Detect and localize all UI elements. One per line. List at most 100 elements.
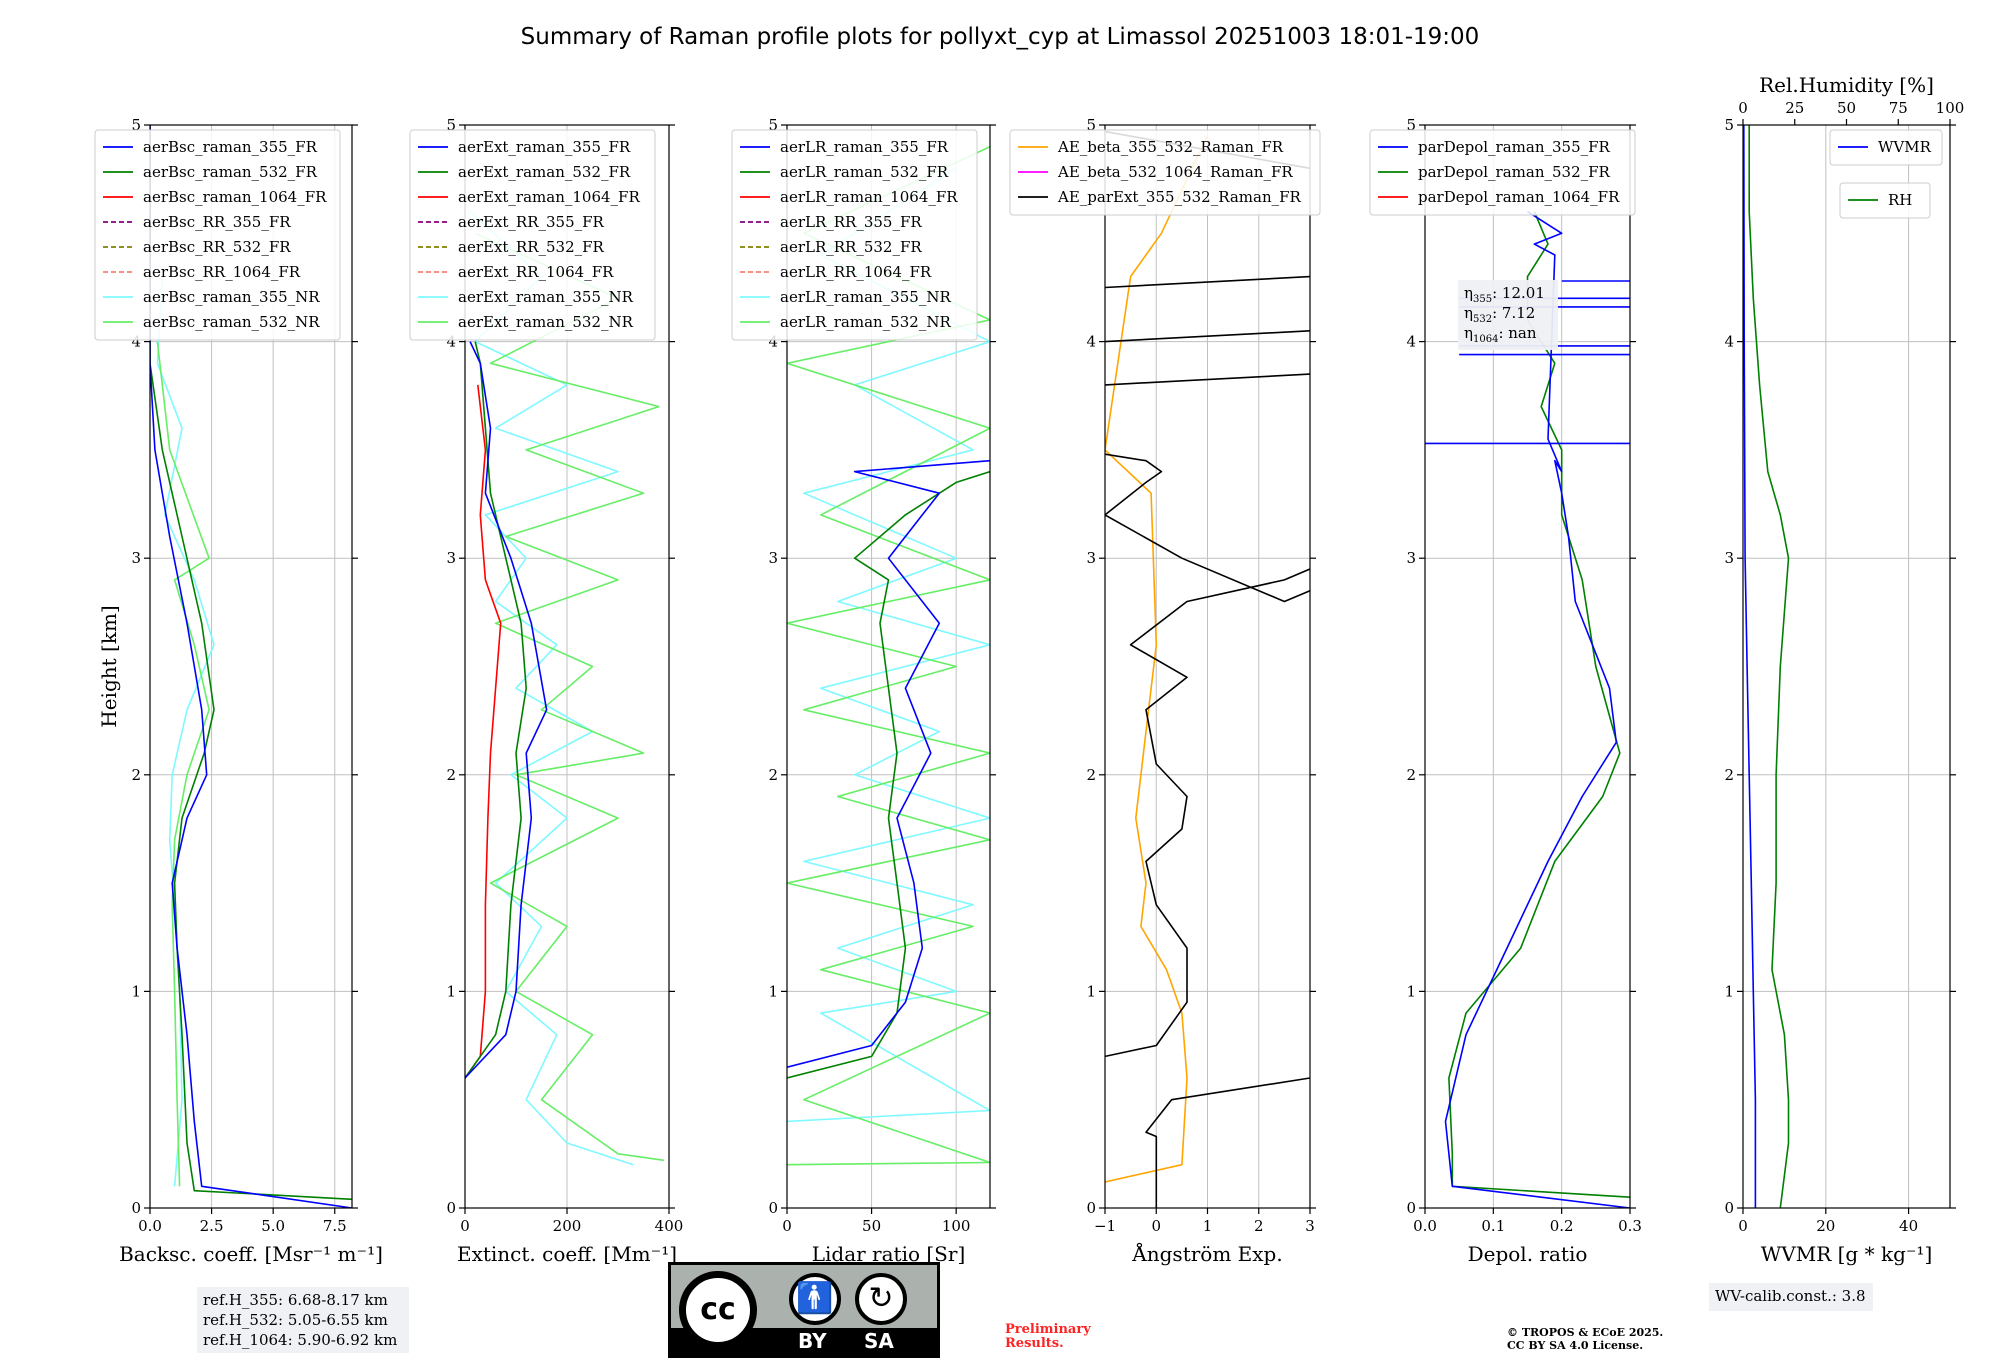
series-line-AE_beta_355_532_Raman_FR xyxy=(1105,135,1209,1183)
legend-label: aerExt_raman_355_NR xyxy=(458,288,634,306)
annotation-subscript: 355 xyxy=(1473,294,1492,305)
y-tick-label: 5 xyxy=(131,116,141,134)
y-tick-label: 2 xyxy=(1086,766,1096,784)
plot-frame xyxy=(1742,124,1951,1209)
copyright-line-2: CC BY SA 4.0 License. xyxy=(1507,1339,1643,1352)
x-axis-label: Backsc. coeff. [Msr⁻¹ m⁻¹] xyxy=(119,1242,383,1266)
y-tick-label: 4 xyxy=(768,333,778,351)
legend-label: aerBsc_RR_1064_FR xyxy=(143,263,301,281)
y-tick-label: 4 xyxy=(1724,333,1734,351)
x-tick-label: 5.0 xyxy=(261,1217,285,1235)
legend-label: aerBsc_RR_355_FR xyxy=(143,213,291,231)
y-tick-label: 2 xyxy=(446,766,456,784)
panel-2: 0 1 2 3 4 5 0 200 400 Extinct. coeff. [Mm⁻¹] aerEx… xyxy=(409,116,684,1266)
series-line-aerExt_raman_1064_FR xyxy=(465,384,502,1079)
series-group xyxy=(1743,125,1790,1208)
legend-label: aerExt_RR_1064_FR xyxy=(458,263,614,281)
y-tick-label: 1 xyxy=(446,982,456,1000)
x-tick-label: 0.0 xyxy=(1413,1217,1437,1235)
series-group xyxy=(150,125,352,1208)
annotation-symbol: η xyxy=(1464,304,1473,322)
annotation-background xyxy=(1458,280,1558,350)
x-tick-label: 400 xyxy=(655,1217,684,1235)
series-line-AE_parExt_355_532_Raman_FR xyxy=(1105,568,1310,1058)
legend-label: aerLR_RR_1064_FR xyxy=(780,263,932,281)
y-tick-label: 4 xyxy=(131,333,141,351)
y-tick-label: 4 xyxy=(1086,333,1096,351)
legend-label: aerExt_RR_532_FR xyxy=(458,238,605,256)
annotation-box: ref.H_355: 6.68-8.17 km ref.H_532: 5.05-6… xyxy=(197,1287,409,1353)
x-tick-label: 0.0 xyxy=(138,1217,162,1235)
y-tick-label: 3 xyxy=(1086,549,1096,567)
grid xyxy=(1742,124,1950,1209)
x2-tick-label: 75 xyxy=(1889,99,1908,117)
y-tick-label: 3 xyxy=(768,549,778,567)
y-tick-label: 0 xyxy=(1086,1199,1096,1217)
annotation-subscript: 1064 xyxy=(1473,334,1498,345)
x2-axis-label: Rel.Humidity [%] xyxy=(1759,73,1934,97)
plot-frame xyxy=(786,124,991,1209)
cc-icon: cc xyxy=(679,1271,757,1349)
legend-box xyxy=(94,129,341,341)
x-tick-label: 100 xyxy=(942,1217,971,1235)
series-group xyxy=(465,211,665,1166)
series-line-AE_parExt_355_532_Raman_FR xyxy=(1105,275,1310,289)
legend-label: aerBsc_raman_355_NR xyxy=(143,288,320,306)
y-tick-label: 0 xyxy=(131,1199,141,1217)
annotation-subscript: 532 xyxy=(1473,314,1492,325)
legend-label: aerLR_raman_532_NR xyxy=(780,313,951,331)
y-tick-label: 2 xyxy=(131,766,141,784)
legend-label: aerLR_raman_1064_FR xyxy=(780,188,958,206)
preliminary-line-1: Preliminary xyxy=(1005,1322,1091,1337)
legend: aerLR_raman_355_FR aerLR_raman_532_FR aerL… xyxy=(731,129,978,341)
x-tick-label: 20 xyxy=(1816,1217,1835,1235)
legend: aerBsc_raman_355_FR aerBsc_raman_532_FRae… xyxy=(94,129,341,341)
series-line-aerExt_raman_532_NR xyxy=(474,232,665,1162)
share-alike-icon: ↻ xyxy=(855,1273,907,1325)
x-axis-label: WVMR [g * kg⁻¹] xyxy=(1761,1242,1933,1266)
x2-tick-label: 0 xyxy=(1738,99,1748,117)
series-line-aerExt_raman_355_FR xyxy=(465,341,548,1079)
x-tick-label: 200 xyxy=(553,1217,582,1235)
y-tick-label: 5 xyxy=(1724,116,1734,134)
y-tick-label: 1 xyxy=(131,982,141,1000)
annotation-line: η532: 7.12 xyxy=(1464,304,1535,325)
annotation-line: η1064: nan xyxy=(1464,324,1537,345)
y-tick-label: 0 xyxy=(768,1199,778,1217)
annotation-line: ref.H_532: 5.05-6.55 km xyxy=(203,1311,388,1329)
x-axis-label: Depol. ratio xyxy=(1468,1242,1588,1266)
y-tick-label: 1 xyxy=(1724,982,1734,1000)
legend-label: AE_parExt_355_532_Raman_FR xyxy=(1057,188,1302,206)
y-tick-label: 2 xyxy=(1724,766,1734,784)
legend-box xyxy=(731,129,978,341)
x-tick-label: 2.5 xyxy=(200,1217,224,1235)
plot-frame xyxy=(149,124,353,1209)
annotation-line: ref.H_1064: 5.90-6.92 km xyxy=(203,1331,397,1349)
x-axis-label: Extinct. coeff. [Mm⁻¹] xyxy=(457,1242,677,1266)
x-tick-label: 0 xyxy=(782,1217,792,1235)
legend-box xyxy=(1839,182,1931,219)
legend-label: aerExt_raman_355_FR xyxy=(458,138,631,156)
legend: AE_beta_355_532_Raman_FR AE_beta_532_1064… xyxy=(1009,129,1321,216)
legend-box xyxy=(1009,129,1321,216)
y-tick-label: 3 xyxy=(1406,549,1416,567)
x-tick-label: 0.1 xyxy=(1481,1217,1505,1235)
x-tick-label: 40 xyxy=(1899,1217,1918,1235)
legend-label: aerExt_raman_532_NR xyxy=(458,313,634,331)
annotation-line: ref.H_355: 6.68-8.17 km xyxy=(203,1291,388,1309)
y-tick-label: 0 xyxy=(1724,1199,1734,1217)
annotation-background xyxy=(1709,1283,1873,1311)
y-tick-label: 5 xyxy=(1406,116,1416,134)
legend-label: aerLR_RR_532_FR xyxy=(780,238,922,256)
y-tick-label: 3 xyxy=(446,549,456,567)
annotation-background xyxy=(197,1287,409,1353)
y-tick-label: 3 xyxy=(1724,549,1734,567)
y-tick-label: 1 xyxy=(1086,982,1096,1000)
annotation-symbol: η xyxy=(1464,284,1473,302)
legend: WVMR xyxy=(1829,129,1943,166)
